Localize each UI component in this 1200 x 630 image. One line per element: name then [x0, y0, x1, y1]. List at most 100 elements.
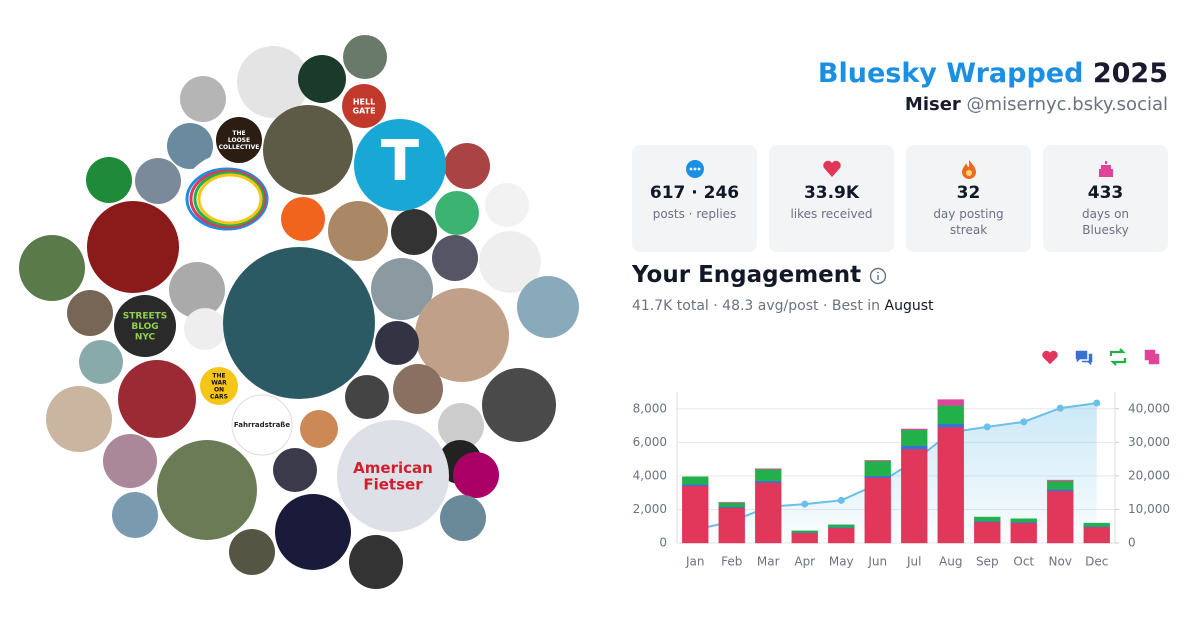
year: 2025 [1092, 58, 1168, 89]
x-tick-label: Oct [1013, 555, 1034, 569]
bar-segment [1046, 480, 1074, 490]
avatar [391, 209, 437, 255]
legend-icon[interactable] [1042, 350, 1058, 365]
y-tick-label: 2,000 [633, 502, 667, 516]
bar-segment [681, 485, 709, 544]
avatar [223, 247, 375, 399]
legend-icon[interactable] [1075, 350, 1093, 366]
avatar [200, 367, 238, 405]
avatar-label: THE WAR ON CARS [210, 372, 228, 400]
y2-tick-label: 10,000 [1128, 502, 1170, 516]
avatar [300, 410, 338, 448]
title: Bluesky Wrapped 2025 [818, 58, 1168, 89]
bar-segment [827, 527, 855, 544]
bar-segment [1010, 518, 1038, 523]
stat-card: 433 days on Bluesky [1043, 145, 1168, 252]
bar-segment [937, 423, 965, 428]
bar-segment [1046, 479, 1074, 482]
stat-label: day posting streak [933, 207, 1004, 237]
summary: 41.7K total · 48.3 avg/post · Best in [632, 298, 881, 314]
bar-segment [900, 428, 928, 431]
avatar [180, 76, 226, 122]
legend-glyph [1075, 350, 1093, 366]
avatar [184, 308, 226, 350]
bar-segment [754, 468, 782, 482]
avatar [432, 235, 478, 281]
avatar [281, 197, 325, 241]
icon [685, 160, 704, 178]
line-point [1093, 399, 1101, 407]
avatar [482, 368, 556, 442]
avatar-label: American Fietser [353, 458, 433, 493]
info-icon[interactable] [869, 267, 887, 285]
stat-label: likes received [790, 207, 873, 221]
avatar [349, 535, 403, 589]
display-name: Miser [904, 94, 961, 115]
section-title-text: Your Engagement [632, 262, 862, 288]
legend-icon[interactable] [1144, 349, 1160, 365]
avatar [298, 55, 346, 103]
avatar [371, 258, 433, 320]
avatar [453, 452, 499, 498]
avatar [444, 143, 490, 189]
bar-segment [681, 476, 709, 485]
line-point [983, 423, 991, 431]
bar-segment [937, 426, 965, 544]
avatar [415, 288, 509, 382]
bar-segment [1083, 522, 1111, 527]
avatar [345, 375, 389, 419]
avatar [216, 117, 262, 163]
bar-segment [1083, 526, 1111, 544]
y-tick-label: 0 [659, 536, 667, 550]
stat-label: posts · replies [652, 207, 737, 221]
avatar [263, 105, 353, 195]
avatar-label: Fahrradstraße [234, 421, 290, 429]
avatar [167, 123, 213, 169]
avatar-label: HELL GATE [352, 97, 375, 115]
x-tick-label: Nov [1049, 555, 1072, 569]
stat-card: 617 · 246 posts · replies [632, 145, 757, 252]
stat-label: days on Bluesky [1081, 207, 1130, 237]
bar-segment [900, 448, 928, 544]
legend-icon[interactable] [1109, 348, 1127, 366]
avatar [438, 403, 484, 449]
avatar [342, 84, 386, 128]
ring [197, 173, 263, 225]
avatar-label: THE LOOSE COLLECTIVE [219, 130, 260, 151]
avatar [103, 434, 157, 488]
bar-segment [864, 477, 892, 544]
avatar [67, 290, 113, 336]
avatar [169, 262, 225, 318]
avatar [79, 340, 123, 384]
legend-glyph [1144, 349, 1160, 365]
legend-glyph [1109, 348, 1127, 366]
avatar [440, 495, 486, 541]
y-tick-label: 4,000 [633, 468, 667, 482]
avatar [275, 494, 351, 570]
bar-segment [973, 521, 1001, 544]
x-tick-label: Dec [1085, 555, 1108, 569]
avatar [273, 448, 317, 492]
section-title: Your Engagement [632, 262, 887, 288]
line-point [1020, 418, 1028, 426]
avatar [517, 276, 579, 338]
section-summary: 41.7K total · 48.3 avg/post · Best in Au… [632, 298, 934, 314]
stat-card: 32 day posting streak [906, 145, 1031, 252]
y2-tick-label: 40,000 [1128, 401, 1170, 415]
best-month: August [884, 298, 934, 314]
y2-tick-label: 0 [1128, 536, 1136, 550]
bar-segment [1046, 490, 1074, 544]
line-point [801, 500, 809, 508]
avatar [237, 46, 309, 118]
x-tick-label: Jun [867, 555, 887, 569]
avatar-label: T [381, 129, 419, 194]
avatar [87, 201, 179, 293]
user: Miser @misernyc.bsky.social [905, 94, 1168, 115]
avatar [435, 191, 479, 235]
bar-segment [937, 399, 965, 406]
stat-value: 617 · 246 [649, 183, 740, 203]
ring [193, 171, 265, 227]
avatar [118, 360, 196, 438]
